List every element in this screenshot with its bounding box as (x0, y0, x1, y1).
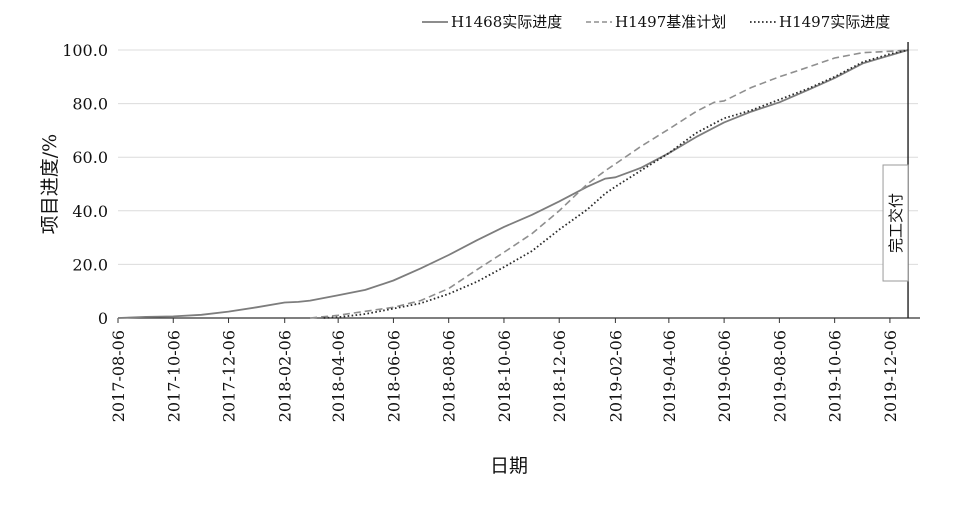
y-tick-label: 100.0 (62, 41, 108, 60)
y-tick-label: 80.0 (72, 95, 108, 114)
x-tick-label: 2018-10-06 (495, 330, 514, 422)
series-line-solid (117, 49, 909, 319)
x-tick-labels: 2017-08-06 2017-10-06 2017-12-06 2018-02-06… (109, 330, 900, 422)
series-line-dashed (310, 49, 909, 319)
series-line-dotted (323, 49, 909, 319)
grid-lines (118, 49, 918, 265)
x-tick-label: 2018-02-06 (276, 330, 295, 422)
x-tick-label: 2018-06-06 (384, 330, 403, 422)
axes (117, 317, 920, 323)
completion-label: 完工交付 (887, 193, 905, 253)
x-tick-label: 2019-02-06 (606, 330, 625, 422)
x-tick-label: 2019-10-06 (826, 330, 845, 422)
y-tick-label: 0 (98, 309, 108, 328)
x-tick-label: 2017-12-06 (220, 330, 239, 422)
x-tick-label: 2018-04-06 (329, 330, 348, 422)
legend-label: H1468实际进度 (451, 13, 562, 31)
x-tick-label: 2019-08-06 (770, 330, 789, 422)
y-tick-label: 40.0 (72, 202, 108, 221)
x-tick-label: 2019-06-06 (715, 330, 734, 422)
legend-label: H1497实际进度 (779, 13, 890, 31)
y-tick-label: 20.0 (72, 255, 108, 274)
x-tick-label: 2017-08-06 (109, 330, 128, 422)
plot-area (117, 49, 909, 319)
y-tick-label: 60.0 (72, 148, 108, 167)
legend-label: H1497基准计划 (615, 13, 726, 31)
x-tick-label: 2017-10-06 (164, 330, 183, 422)
y-axis-title: 项目进度/% (39, 134, 61, 234)
x-axis-title: 日期 (490, 455, 528, 477)
completion-label-box (882, 164, 909, 282)
y-tick-labels: 0 20.0 40.0 60.0 80.0 100.0 (62, 41, 108, 328)
x-tick-label: 2018-12-06 (550, 330, 569, 422)
completion-annotation: 完工交付 (882, 42, 909, 318)
x-tick-label: 2019-04-06 (660, 330, 679, 422)
x-tick-label: 2018-08-06 (440, 330, 459, 422)
x-tick-label: 2019-12-06 (881, 330, 900, 422)
legend: H1468实际进度 H1497基准计划 H1497实际进度 (422, 13, 890, 31)
